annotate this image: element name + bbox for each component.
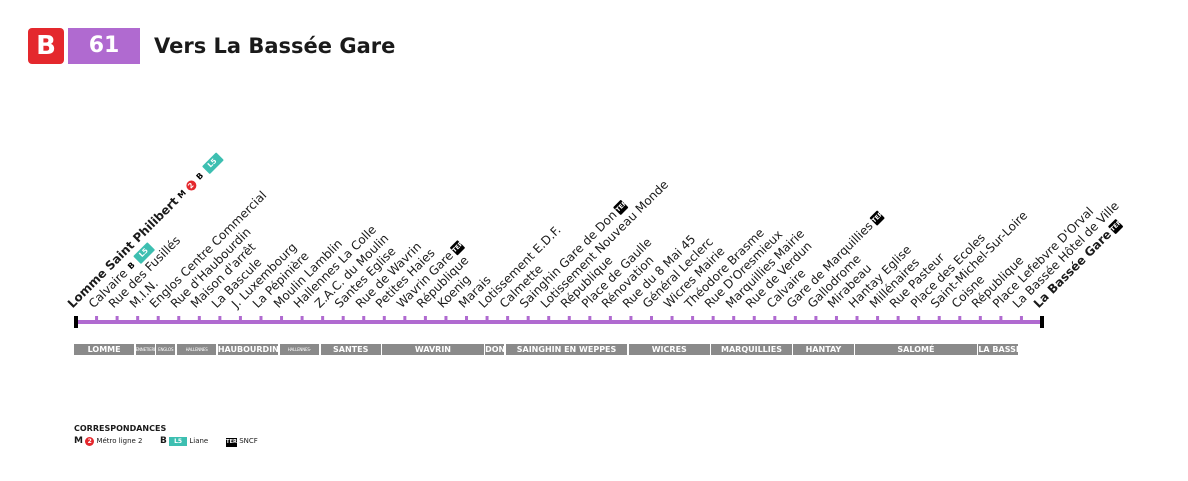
brand-logo: B <box>28 28 64 64</box>
stop-tick <box>732 316 736 322</box>
stop-tick <box>793 316 797 322</box>
stop-tick <box>711 316 715 322</box>
stop-tick <box>156 316 160 322</box>
stop-tick <box>95 316 99 322</box>
stop-tick <box>588 316 592 322</box>
stop-tick <box>300 316 304 322</box>
stop-tick <box>855 316 859 322</box>
commune-label: MARQUILLIES <box>711 344 792 355</box>
stop-tick <box>917 316 921 322</box>
stop-tick <box>423 316 427 322</box>
stop-tick <box>567 316 571 322</box>
legend-metro: M 2 Métro ligne 2 <box>74 436 143 447</box>
commune-label: LOMME <box>74 344 135 355</box>
commune-label: DON <box>485 344 505 355</box>
stop-tick <box>382 316 386 322</box>
stop-tick <box>896 316 900 322</box>
liane-icon: L5 <box>169 437 188 446</box>
legend: CORRESPONDANCES M 2 Métro ligne 2 B L5 L… <box>74 424 258 447</box>
stop-tick <box>526 316 530 322</box>
route-line <box>74 316 1044 328</box>
stop-tick <box>485 316 489 322</box>
stop-tick <box>115 316 119 322</box>
stop-tick <box>197 316 201 322</box>
stop-tick <box>876 316 880 322</box>
legend-liane: B L5 Liane <box>160 436 208 447</box>
commune-label: WICRES <box>628 344 710 355</box>
header: B 61 Vers La Bassée Gare <box>0 0 1188 80</box>
stop-tick <box>691 316 695 322</box>
line-number-badge: 61 <box>68 28 140 64</box>
commune-label: SAINGHIN EN WEPPES <box>505 344 628 355</box>
stop-tick <box>629 316 633 322</box>
metro-icon: M <box>74 436 83 446</box>
stop-tick <box>773 316 777 322</box>
commune-label: WAVRIN <box>382 344 484 355</box>
legend-liane-label: Liane <box>189 437 209 445</box>
legend-sncf: TER SNCF <box>226 436 258 447</box>
commune-label: HANTAY <box>793 344 854 355</box>
stop-tick <box>259 316 263 322</box>
metro-line-2-icon: 2 <box>85 437 95 446</box>
stop-tick <box>937 316 941 322</box>
stop-tick <box>834 316 838 322</box>
legend-sncf-label: SNCF <box>239 437 258 445</box>
sncf-train-icon: TER <box>226 438 237 447</box>
route-track <box>76 320 1042 324</box>
stop-tick <box>1019 316 1023 322</box>
stop-tick <box>403 316 407 322</box>
stop-tick <box>506 316 510 322</box>
stop-tick <box>958 316 962 322</box>
stop-tick <box>547 316 551 322</box>
stop-tick <box>280 316 284 322</box>
stop-tick <box>136 316 140 322</box>
stop-tick <box>362 316 366 322</box>
commune-label: SANTES <box>320 344 381 355</box>
terminus-marker-end <box>1040 316 1044 328</box>
commune-label: LA BASSÉE <box>978 344 1018 355</box>
stop-tick <box>218 316 222 322</box>
commune-label: HAUBOURDIN <box>217 344 279 355</box>
stop-tick <box>465 316 469 322</box>
stop-tick <box>238 316 242 322</box>
commune-label: SALOMÉ <box>855 344 977 355</box>
terminus-marker-start <box>74 316 78 328</box>
stop-tick <box>341 316 345 322</box>
commune-label: ENNETIERES-EN-WEPPES <box>135 344 155 355</box>
stop-tick <box>177 316 181 322</box>
stop-tick <box>999 316 1003 322</box>
commune-label: HALLENNES <box>176 344 217 355</box>
stop-tick <box>752 316 756 322</box>
legend-metro-label: Métro ligne 2 <box>96 437 143 445</box>
stop-tick <box>608 316 612 322</box>
stop-tick <box>444 316 448 322</box>
bus-icon: B <box>160 436 167 446</box>
stop-tick <box>814 316 818 322</box>
stop-tick <box>670 316 674 322</box>
commune-label: HALLENNES- <box>279 344 320 355</box>
commune-label: ENGLOS <box>156 344 176 355</box>
stop-tick <box>978 316 982 322</box>
stop-tick <box>321 316 325 322</box>
direction-title: Vers La Bassée Gare <box>154 34 396 58</box>
legend-title: CORRESPONDANCES <box>74 424 167 433</box>
stop-tick <box>649 316 653 322</box>
